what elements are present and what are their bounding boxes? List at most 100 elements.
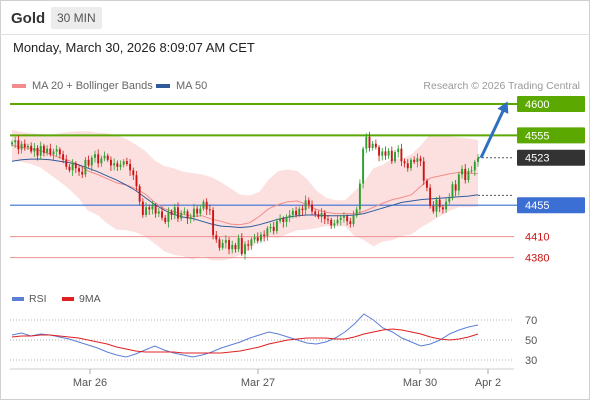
candle-body xyxy=(109,159,112,166)
candle-body xyxy=(295,210,298,215)
candle-body xyxy=(285,217,288,222)
candle-body xyxy=(470,170,473,172)
candle-body xyxy=(323,212,326,220)
candle-body xyxy=(406,163,409,169)
candle-body xyxy=(103,155,106,159)
candle-body xyxy=(381,151,384,156)
candle-body xyxy=(164,217,167,222)
candle-body xyxy=(208,209,211,211)
x-tick-label: Mar 26 xyxy=(73,377,107,389)
candle-body xyxy=(180,212,183,219)
candle-body xyxy=(87,159,90,166)
candle-body xyxy=(106,155,109,160)
resistance-label-box-4600 xyxy=(517,95,585,112)
candle-body xyxy=(33,147,36,152)
candle-body xyxy=(68,166,71,171)
candle-body xyxy=(81,171,84,175)
candle-body xyxy=(94,154,96,158)
candle-body xyxy=(390,150,393,162)
candle-body xyxy=(135,175,138,187)
candles-layer xyxy=(11,131,479,260)
candle-body xyxy=(199,208,202,214)
candle-body xyxy=(397,148,400,153)
candle-body xyxy=(46,148,49,153)
candle-body xyxy=(362,148,365,184)
candle-body xyxy=(119,164,122,167)
candle-body xyxy=(189,217,192,219)
candle-body xyxy=(438,199,441,208)
candle-body xyxy=(441,207,444,210)
pivot-label-box-4455 xyxy=(517,197,585,214)
candle-body xyxy=(342,216,345,218)
candle-body xyxy=(346,216,349,222)
candle-body xyxy=(358,183,361,210)
candle-body xyxy=(148,207,151,210)
candle-body xyxy=(113,163,116,166)
candle-body xyxy=(196,208,199,214)
bollinger-band-layer xyxy=(12,129,478,261)
forecast-arrow-layer xyxy=(479,101,509,159)
ma50-line xyxy=(11,158,479,229)
candle-body xyxy=(42,145,45,153)
rsi-swatch xyxy=(12,297,24,301)
rsi-label: RSI xyxy=(29,293,47,305)
candle-body xyxy=(71,163,74,171)
forecast-arrow-shaft xyxy=(479,106,507,159)
current-price-label: 4523 xyxy=(525,153,549,165)
candle-body xyxy=(269,226,272,229)
candle-body xyxy=(410,159,412,169)
candle-body xyxy=(336,219,339,224)
candle-body xyxy=(272,226,275,232)
candle-body xyxy=(17,140,20,150)
candle-body xyxy=(167,211,170,222)
candle-body xyxy=(352,215,355,225)
candle-body xyxy=(84,159,87,175)
candle-body xyxy=(244,244,246,255)
candle-body xyxy=(266,228,269,236)
header-divider xyxy=(0,34,590,35)
chart-header: Gold 30 MIN xyxy=(0,0,590,36)
candle-body xyxy=(416,158,419,162)
candle-body xyxy=(253,237,256,240)
candle-body xyxy=(228,240,230,250)
candle-body xyxy=(151,205,154,210)
candle-body xyxy=(49,148,52,155)
candle-body xyxy=(97,154,100,164)
rsi-tick-70: 70 xyxy=(525,315,537,327)
candle-body xyxy=(129,164,132,171)
candle-body xyxy=(307,200,310,205)
candle-body xyxy=(250,239,253,246)
candle-body xyxy=(212,210,215,236)
candle-body xyxy=(186,211,189,219)
candle-body xyxy=(425,180,428,188)
candle-body xyxy=(435,199,438,212)
candle-body xyxy=(20,143,23,150)
candle-body xyxy=(378,147,381,156)
candle-body xyxy=(234,244,237,250)
level-lines-layer xyxy=(10,102,584,259)
candle-body xyxy=(461,168,463,175)
candle-body xyxy=(161,211,163,218)
candle-body xyxy=(183,211,186,213)
candle-body xyxy=(451,184,454,199)
candle-body xyxy=(36,147,39,156)
rsi-panel: 70 50 30 xyxy=(10,313,537,367)
candle-body xyxy=(237,238,240,250)
candle-body xyxy=(116,163,119,167)
candle-body xyxy=(132,170,135,176)
candle-body xyxy=(394,152,396,162)
candle-body xyxy=(413,159,416,162)
x-tick-label: Apr 2 xyxy=(475,377,501,389)
candle-body xyxy=(457,174,460,191)
forecast-arrow-head xyxy=(497,101,509,114)
candle-body xyxy=(298,208,301,215)
candle-body xyxy=(429,187,432,206)
timeframe-badge[interactable]: 30 MIN xyxy=(51,7,102,29)
rsi-9ma-line xyxy=(11,328,479,354)
candle-body xyxy=(282,218,285,222)
resistance-label-box-4555 xyxy=(517,127,585,144)
bollinger-band-fill xyxy=(12,129,478,261)
rsi-tick-50: 50 xyxy=(525,335,537,347)
ma9-swatch xyxy=(62,297,74,301)
